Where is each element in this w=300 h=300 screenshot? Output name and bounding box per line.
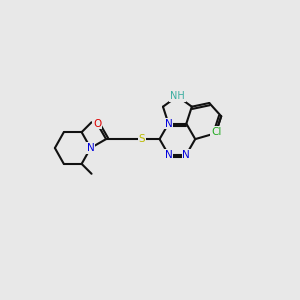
- Text: N: N: [165, 119, 172, 129]
- Text: O: O: [93, 118, 101, 129]
- Text: N: N: [165, 149, 172, 160]
- Text: N: N: [87, 143, 94, 153]
- Text: NH: NH: [170, 91, 185, 101]
- Text: S: S: [138, 134, 145, 144]
- Text: N: N: [182, 149, 190, 160]
- Text: Cl: Cl: [211, 127, 221, 136]
